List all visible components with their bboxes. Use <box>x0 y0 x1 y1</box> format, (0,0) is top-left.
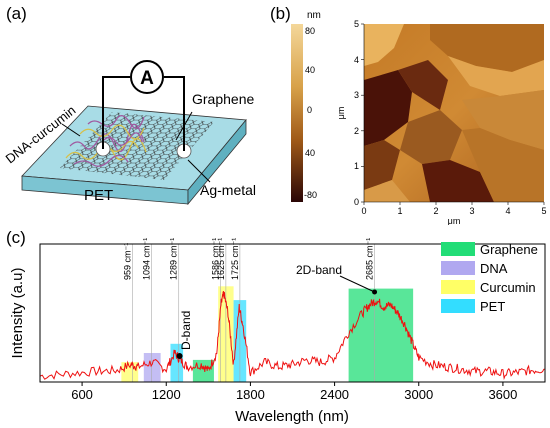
afm-y-tick: 5 <box>354 19 359 29</box>
d-band-marker <box>176 353 183 359</box>
afm-y-tick: 0 <box>354 197 359 207</box>
afm-x-label: μm <box>448 216 461 225</box>
colorbar-tick: 80 <box>305 26 315 36</box>
ammeter-icon <box>130 60 164 94</box>
afm-panel: nm 80 40 0 40 -80 0 1 2 3 4 5 μm <box>291 10 547 225</box>
device-schematic: A Graphene DNA-curcumin PET Ag-metal <box>3 60 256 206</box>
substrate-side <box>187 118 247 206</box>
colorbar-unit: nm <box>307 10 321 21</box>
pet-label: PET <box>84 187 113 204</box>
afm-x-tick: 5 <box>541 206 546 216</box>
shaded-region-graphene <box>192 359 214 382</box>
peak-label: 1586 cm⁻¹ <box>210 238 220 280</box>
afm-y-tick: 3 <box>354 90 359 100</box>
ag-pointer <box>187 159 211 183</box>
peak-label: 1289 cm⁻¹ <box>169 238 179 280</box>
plot-frame <box>39 243 546 383</box>
x-tick-label: 2400 <box>320 387 349 402</box>
afm-axes <box>361 23 545 205</box>
afm-x-tick: 1 <box>397 206 402 216</box>
d-band-annotation: D-band <box>179 311 193 350</box>
raman-chart: 959 cm⁻¹ 1094 cm⁻¹ 1289 cm⁻¹ 1586 cm⁻¹1625 … <box>9 238 546 425</box>
afm-y-label: μm <box>336 107 346 120</box>
y-axis-label: Intensity (a.u) <box>9 268 26 359</box>
panel-c-label: (c) <box>6 228 26 247</box>
colorbar-tick: 40 <box>305 148 315 158</box>
peak-label: 1725 cm⁻¹ <box>230 238 240 280</box>
afm-height-map <box>364 24 544 202</box>
peak-label: 2685 cm⁻¹ <box>365 238 375 280</box>
afm-x-tick: 3 <box>469 206 474 216</box>
x-tick-label: 3600 <box>488 387 517 402</box>
legend-swatch-curcumin <box>441 280 475 294</box>
legend-swatch-graphene <box>441 242 475 256</box>
legend-label-dna: DNA <box>480 261 508 276</box>
legend-label-curcumin: Curcumin <box>480 280 536 295</box>
legend-label-graphene: Graphene <box>480 242 538 257</box>
ammeter-symbol: A <box>140 68 154 89</box>
peak-label: 1094 cm⁻¹ <box>141 238 151 280</box>
afm-x-tick: 2 <box>433 206 438 216</box>
shaded-region-dna <box>143 353 161 382</box>
colorbar <box>291 24 303 202</box>
ag-metal-label: Ag-metal <box>200 182 256 198</box>
afm-y-tick: 2 <box>354 126 359 136</box>
shaded-region-graphene <box>348 288 414 382</box>
x-tick-label: 600 <box>71 387 93 402</box>
legend-swatch-pet <box>441 299 475 313</box>
2d-band-marker <box>372 289 378 295</box>
x-axis-label: Wavelength (nm) <box>235 408 349 425</box>
legend-swatch-dna <box>441 261 475 275</box>
peak-label: 1625 cm⁻¹ <box>216 238 226 280</box>
x-tick-label: 1200 <box>152 387 181 402</box>
afm-x-tick: 4 <box>505 206 510 216</box>
panel-a-label: (a) <box>6 4 27 23</box>
2d-band-arrow <box>339 275 375 293</box>
graphene-pointer <box>175 111 193 141</box>
circuit-wire-left <box>102 76 130 149</box>
colorbar-tick: 40 <box>305 65 315 75</box>
x-tick-label: 1800 <box>236 387 265 402</box>
raman-series-line <box>39 291 546 381</box>
colorbar-tick: -80 <box>304 190 317 200</box>
afm-y-tick: 4 <box>354 55 359 65</box>
legend-label-pet: PET <box>480 299 505 314</box>
afm-x-tick: 0 <box>361 206 366 216</box>
colorbar-tick: 0 <box>307 105 312 115</box>
graphene-label: Graphene <box>192 91 254 107</box>
dna-pointer <box>61 123 81 137</box>
peak-label: 959 cm⁻¹ <box>122 243 132 280</box>
2d-band-annotation: 2D-band <box>296 263 342 277</box>
x-tick-label: 3000 <box>404 387 433 402</box>
shaded-region-curcumin <box>121 362 139 382</box>
afm-y-tick: 1 <box>354 161 359 171</box>
panel-b-label: (b) <box>270 4 291 23</box>
